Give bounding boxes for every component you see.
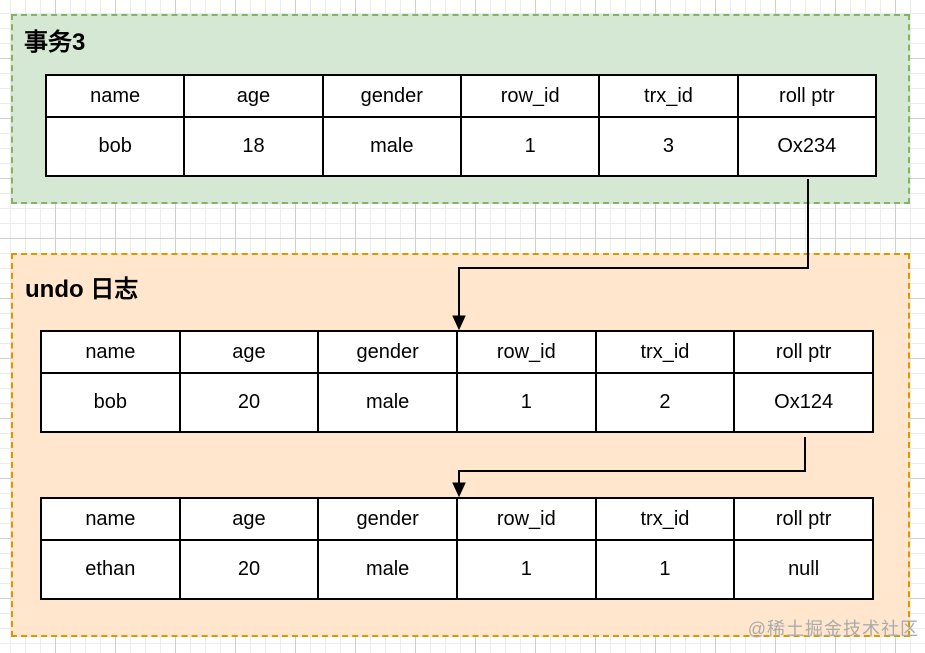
header-cell-roll-ptr: roll ptr: [733, 497, 874, 541]
transaction3-title: 事务3: [24, 29, 86, 56]
header-cell-trx-id: trx_id: [594, 330, 736, 374]
cell-row-id: 1: [455, 539, 597, 600]
cell-roll-ptr: Ox124: [733, 372, 874, 433]
cell-age: 18: [183, 116, 324, 177]
header-cell-trx-id: trx_id: [594, 497, 736, 541]
table-header-row: name age gender row_id trx_id roll ptr: [40, 330, 874, 374]
cell-trx-id: 2: [594, 372, 736, 433]
header-cell-gender: gender: [317, 330, 458, 374]
transaction3-record-table: name age gender row_id trx_id roll ptr b…: [44, 74, 878, 177]
header-cell-name: name: [40, 497, 181, 541]
table-header-row: name age gender row_id trx_id roll ptr: [40, 497, 874, 541]
cell-roll-ptr: Ox234: [736, 116, 878, 177]
cell-trx-id: 1: [594, 539, 736, 600]
header-cell-gender: gender: [321, 74, 462, 118]
header-cell-row-id: row_id: [455, 330, 597, 374]
table-data-row: bob 20 male 1 2 Ox124: [40, 372, 874, 433]
cell-age: 20: [178, 372, 320, 433]
undo-log-title: undo 日志: [25, 276, 139, 303]
undo-version2-record-table: name age gender row_id trx_id roll ptr b…: [40, 330, 874, 433]
header-cell-roll-ptr: roll ptr: [733, 330, 874, 374]
header-cell-age: age: [178, 330, 320, 374]
header-cell-age: age: [178, 497, 320, 541]
table-data-row: bob 18 male 1 3 Ox234: [44, 116, 878, 177]
cell-row-id: 1: [455, 372, 597, 433]
cell-trx-id: 3: [598, 116, 739, 177]
header-cell-row-id: row_id: [459, 74, 601, 118]
cell-gender: male: [317, 372, 458, 433]
cell-row-id: 1: [459, 116, 601, 177]
undo-version1-record-table: name age gender row_id trx_id roll ptr e…: [40, 497, 874, 600]
header-cell-name: name: [40, 330, 181, 374]
cell-name: bob: [40, 372, 181, 433]
watermark-text: @稀土掘金技术社区: [747, 619, 919, 639]
cell-roll-ptr: null: [733, 539, 874, 600]
header-cell-gender: gender: [317, 497, 458, 541]
cell-age: 20: [178, 539, 320, 600]
header-cell-name: name: [44, 74, 186, 118]
header-cell-trx-id: trx_id: [598, 74, 739, 118]
cell-gender: male: [317, 539, 458, 600]
cell-gender: male: [321, 116, 462, 177]
cell-name: ethan: [40, 539, 181, 600]
header-cell-age: age: [183, 74, 324, 118]
table-data-row: ethan 20 male 1 1 null: [40, 539, 874, 600]
header-cell-roll-ptr: roll ptr: [736, 74, 878, 118]
cell-name: bob: [44, 116, 186, 177]
table-header-row: name age gender row_id trx_id roll ptr: [44, 74, 878, 118]
header-cell-row-id: row_id: [455, 497, 597, 541]
